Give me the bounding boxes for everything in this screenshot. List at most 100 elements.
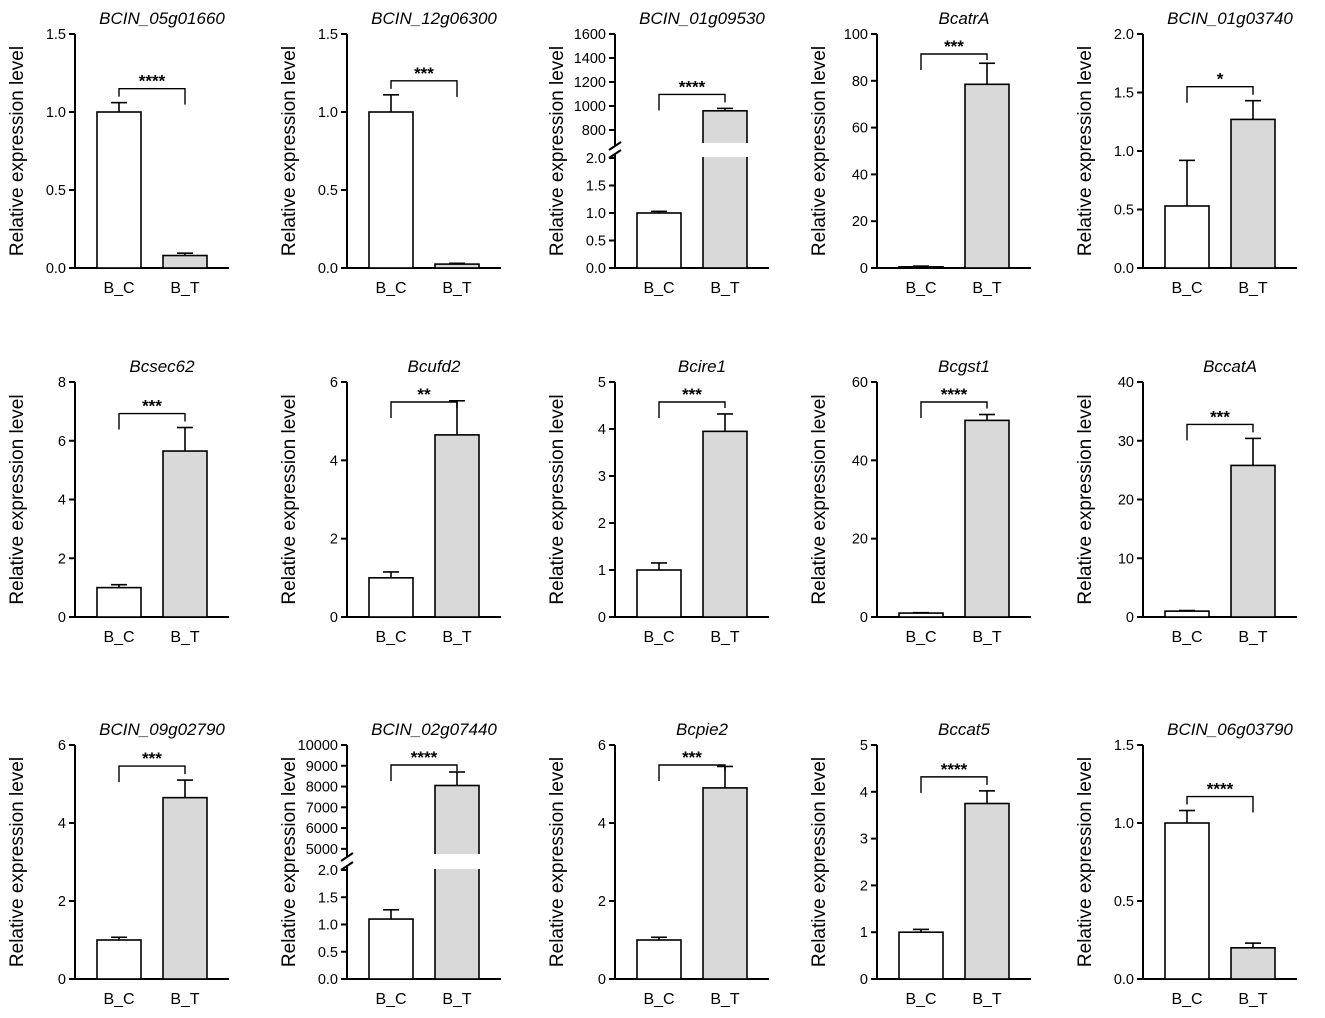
chart-panel: BccatA Relative expression level 0 10 20 30 40… [1075, 357, 1297, 646]
y-tick-label: 40 [1118, 375, 1134, 391]
bar-treatment [162, 450, 208, 618]
y-tick-label: 9000 [306, 759, 338, 775]
chart-panel: BcatrA Relative expression level 0 20 40 60 80… [809, 9, 1031, 297]
y-tick-label: 2.0 [318, 863, 338, 879]
y-tick-label: 5 [598, 375, 606, 391]
y-tick-label: 40 [852, 453, 868, 469]
significance-bracket [920, 401, 988, 418]
y-tick-label: 20 [852, 214, 868, 230]
significance-bracket [920, 776, 988, 793]
y-tick-label: 4 [58, 816, 66, 832]
y-tick-label: 2 [598, 516, 606, 532]
y-axis-label: Relative expression level [809, 757, 830, 967]
y-tick-label: 8000 [306, 780, 338, 796]
x-tick-label: B_C [1171, 280, 1202, 297]
bar-control [368, 111, 414, 269]
y-tick-label: 1.5 [46, 27, 66, 43]
chart-panel: Bcsec62 Relative expression level 0 2 4 6 8 B_C… [7, 357, 229, 646]
y-tick-label: 1.5 [1114, 738, 1134, 754]
bar-break-gap [433, 854, 481, 869]
y-tick-label: 0 [860, 610, 868, 626]
bar-control [636, 569, 682, 618]
y-tick-label: 2 [598, 894, 606, 910]
x-tick-label: B_T [710, 280, 740, 297]
y-tick-label: 0 [1126, 610, 1134, 626]
significance-bracket [118, 765, 186, 783]
y-tick-label: 7000 [306, 800, 338, 816]
bar-control [368, 577, 414, 618]
bar-control [1164, 610, 1210, 618]
significance-label: *** [1210, 407, 1230, 426]
significance-label: * [1217, 70, 1224, 89]
significance-bracket [658, 93, 726, 111]
chart-title: BCIN_12g06300 [371, 9, 497, 28]
y-tick-label: 0 [330, 610, 338, 626]
significance-bracket [390, 764, 458, 781]
significance-bracket [118, 412, 186, 430]
y-tick-label: 60 [852, 375, 868, 391]
chart-title: BcatrA [938, 9, 989, 28]
y-tick-label: 20 [1118, 493, 1134, 509]
x-tick-label: B_T [170, 629, 200, 646]
y-tick-label: 0 [598, 610, 606, 626]
x-tick-label: B_C [103, 280, 134, 297]
bar-treatment [964, 419, 1010, 618]
bar-control [636, 939, 682, 980]
y-tick-label: 800 [582, 123, 606, 139]
chart-title: Bcsec62 [129, 357, 195, 376]
y-tick-label: 30 [1118, 434, 1134, 450]
y-tick-label: 6 [330, 375, 338, 391]
y-tick-label: 6 [598, 738, 606, 754]
y-tick-label: 6000 [306, 821, 338, 837]
y-axis-label: Relative expression level [279, 757, 300, 967]
y-tick-label: 1.0 [1114, 144, 1134, 160]
y-tick-label: 1.5 [1114, 86, 1134, 102]
y-tick-label: 4 [598, 816, 606, 832]
bar-treatment [1230, 118, 1276, 269]
bar-treatment [964, 83, 1010, 269]
bar-treatment [162, 796, 208, 980]
y-tick-label: 100 [844, 27, 868, 43]
y-tick-label: 1.5 [318, 890, 338, 906]
significance-label: ** [417, 385, 431, 404]
y-tick-label: 80 [852, 74, 868, 90]
chart-panel: BCIN_01g09530 Relative expression level 0.… [547, 9, 769, 297]
bar-treatment [1230, 464, 1276, 618]
y-tick-label: 20 [852, 532, 868, 548]
significance-label: **** [1207, 780, 1234, 799]
y-tick-label: 0.0 [1114, 972, 1134, 988]
bar-control [636, 212, 682, 269]
y-axis-label: Relative expression level [809, 394, 830, 604]
x-tick-label: B_C [375, 280, 406, 297]
significance-bracket [390, 401, 458, 418]
bar-treatment [434, 263, 480, 269]
bar-treatment [702, 110, 748, 269]
bar-control [368, 918, 414, 980]
chart-title: Bcufd2 [408, 357, 461, 376]
y-axis-label: Relative expression level [1075, 46, 1096, 256]
chart-title: BccatA [1203, 357, 1257, 376]
y-tick-label: 1.0 [1114, 816, 1134, 832]
y-tick-label: 1.0 [318, 105, 338, 121]
significance-label: **** [941, 760, 968, 779]
y-axis-label: Relative expression level [547, 394, 568, 604]
significance-bracket [1186, 795, 1254, 813]
y-tick-label: 0.5 [46, 183, 66, 199]
bar-treatment [434, 784, 480, 980]
x-tick-label: B_T [170, 991, 200, 1008]
y-tick-label: 0.0 [1114, 261, 1134, 277]
y-tick-label: 10 [1118, 551, 1134, 567]
chart-panel: Bcufd2 Relative expression level 0 2 4 6 B_C B_… [279, 357, 501, 646]
chart-title: BCIN_01g09530 [639, 9, 765, 28]
x-tick-label: B_T [1238, 280, 1268, 297]
y-tick-label: 2 [860, 878, 868, 894]
x-tick-label: B_C [1171, 991, 1202, 1008]
x-tick-label: B_T [972, 280, 1002, 297]
bar-control [96, 939, 142, 980]
chart-panel: Bcire1 Relative expression level 0 1 2 3 4 5 B_C… [547, 357, 769, 646]
x-tick-label: B_T [442, 991, 472, 1008]
x-tick-label: B_C [643, 280, 674, 297]
y-tick-label: 1.5 [586, 179, 606, 195]
axis-break-mark [608, 141, 622, 151]
chart-panel: BCIN_05g01660 Relative expression level 0.… [7, 9, 229, 297]
